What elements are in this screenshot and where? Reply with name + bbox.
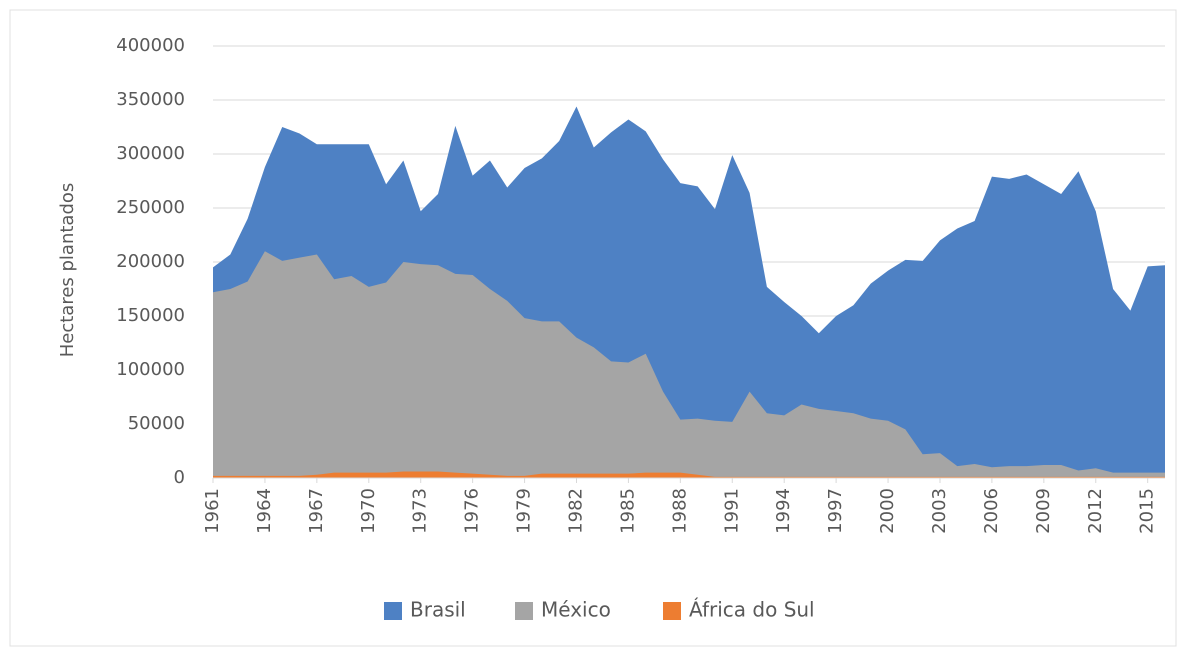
area — [213, 251, 1165, 478]
y-tick-label: 150000 — [116, 305, 185, 326]
y-tick-label: 0 — [174, 467, 185, 488]
x-tick-label: 1988 — [669, 488, 690, 534]
x-tick-label: 1967 — [306, 488, 327, 534]
x-tick-label: 1991 — [721, 488, 742, 534]
x-tick-label: 1961 — [202, 488, 223, 534]
x-tick-label: 1997 — [825, 488, 846, 534]
x-tick-label: 2006 — [981, 488, 1002, 534]
x-tick-label: 2012 — [1085, 488, 1106, 534]
legend-swatch — [663, 602, 681, 620]
x-tick-label: 2000 — [877, 488, 898, 534]
x-tick-label: 1976 — [462, 488, 483, 534]
y-tick-label: 50000 — [128, 413, 185, 434]
x-tick-label: 1982 — [565, 488, 586, 534]
y-tick-label: 350000 — [116, 89, 185, 110]
y-tick-label: 200000 — [116, 251, 185, 272]
x-tick-label: 2003 — [929, 488, 950, 534]
legend-swatch — [515, 602, 533, 620]
x-tick-label: 2009 — [1033, 488, 1054, 534]
x-tick-label: 1994 — [773, 488, 794, 534]
x-tick-label: 2015 — [1137, 488, 1158, 534]
y-tick-label: 250000 — [116, 197, 185, 218]
x-tick-label: 1964 — [254, 488, 275, 534]
x-tick-label: 1970 — [358, 488, 379, 534]
legend-label: Brasil — [410, 598, 466, 622]
y-tick-label: 100000 — [116, 359, 185, 380]
y-tick-label: 300000 — [116, 143, 185, 164]
legend-label: África do Sul — [689, 598, 815, 622]
y-axis-label: Hectares plantados — [57, 183, 78, 358]
y-tick-label: 400000 — [116, 35, 185, 56]
legend-swatch — [384, 602, 402, 620]
x-tick-label: 1973 — [410, 488, 431, 534]
x-tick-label: 1985 — [617, 488, 638, 534]
area — [213, 471, 1165, 478]
legend-label: México — [541, 598, 611, 622]
x-tick-label: 1979 — [514, 488, 535, 534]
